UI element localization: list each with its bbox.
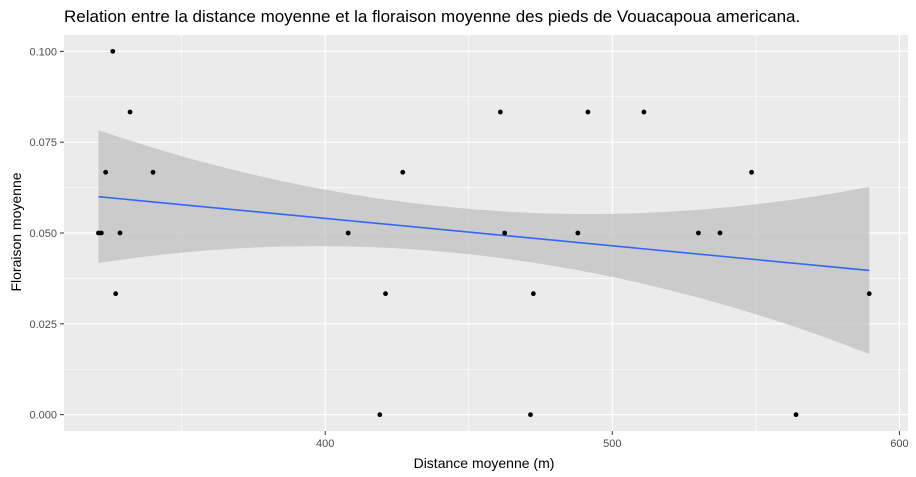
data-point [383, 291, 388, 297]
confidence-band [98, 130, 870, 354]
data-point [866, 291, 872, 297]
axis-ticks [60, 50, 900, 435]
data-point [117, 230, 123, 236]
data-point [717, 230, 723, 236]
data-point [793, 412, 799, 418]
data-point [345, 230, 351, 236]
data-point [585, 109, 591, 115]
y-tick-label: 0.000 [29, 410, 57, 422]
points-group [96, 48, 872, 418]
x-tick-label: 400 [316, 438, 334, 450]
confidence-band-group [98, 130, 870, 354]
data-point [749, 169, 754, 175]
x-tick-label: 600 [890, 438, 908, 450]
data-point [696, 230, 701, 236]
y-tick-labels: 0.000 0.025 0.050 0.075 0.100 [29, 46, 57, 421]
data-point [98, 230, 104, 236]
x-tick-label: 500 [603, 438, 621, 450]
y-tick-label: 0.050 [29, 228, 57, 240]
y-tick-label: 0.025 [29, 319, 57, 331]
y-tick-label: 0.075 [29, 137, 57, 149]
chart-title: Relation entre la distance moyenne et la… [64, 7, 801, 26]
data-point [113, 291, 119, 297]
y-tick-label: 0.100 [29, 46, 57, 58]
data-point [528, 412, 533, 418]
data-point [575, 230, 581, 236]
data-point [127, 109, 133, 115]
data-point [110, 48, 116, 54]
fit-line-group [98, 195, 870, 272]
data-point [497, 109, 503, 115]
data-point [377, 412, 383, 418]
data-point [400, 169, 406, 175]
regression-line [98, 195, 870, 272]
x-tick-labels: 400 500 600 [316, 438, 909, 450]
data-point [150, 169, 156, 175]
data-point [502, 230, 508, 236]
x-axis-label: Distance moyenne (m) [413, 455, 555, 471]
data-point [530, 291, 536, 297]
data-point [103, 169, 109, 175]
data-point [641, 109, 647, 115]
